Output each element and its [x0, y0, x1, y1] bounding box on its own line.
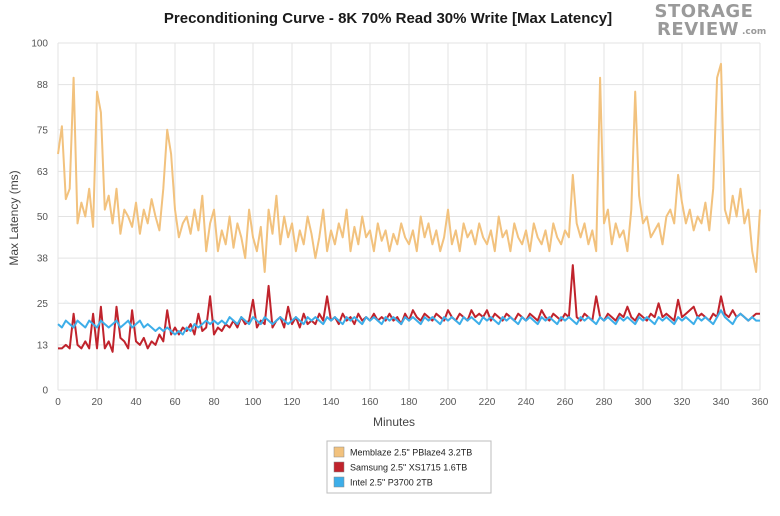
y-tick-label: 38	[37, 254, 49, 265]
x-axis-label: Minutes	[373, 415, 415, 429]
x-tick-label: 140	[323, 397, 340, 408]
y-tick-label: 50	[37, 212, 49, 223]
x-tick-label: 200	[440, 397, 457, 408]
x-tick-label: 180	[401, 397, 418, 408]
chart-grid	[57, 42, 761, 391]
legend-label: Samsung 2.5" XS1715 1.6TB	[350, 463, 467, 473]
y-axis-ticks: 0 13 25 38 50 63 75 88 100	[31, 39, 48, 397]
x-tick-label: 160	[362, 397, 379, 408]
x-tick-label: 240	[518, 397, 535, 408]
x-tick-label: 260	[557, 397, 574, 408]
x-tick-label: 340	[713, 397, 730, 408]
y-tick-label: 75	[37, 125, 49, 136]
legend-swatch	[333, 461, 345, 473]
x-tick-label: 80	[208, 397, 220, 408]
x-tick-label: 100	[245, 397, 262, 408]
y-tick-label: 0	[42, 386, 48, 397]
chart-title: Preconditioning Curve - 8K 70% Read 30% …	[164, 10, 612, 27]
series-line-2	[57, 309, 760, 336]
y-tick-label: 100	[31, 39, 48, 50]
chart-legend: Memblaze 2.5" PBlaze4 3.2TB Samsung 2.5" …	[326, 440, 492, 494]
x-tick-label: 60	[169, 397, 181, 408]
series-line-0	[57, 62, 761, 273]
legend-entries: Memblaze 2.5" PBlaze4 3.2TB Samsung 2.5" …	[333, 446, 472, 488]
legend-label: Intel 2.5" P3700 2TB	[350, 478, 433, 488]
logo-bottom-text: REVIEW	[657, 19, 739, 40]
x-tick-label: 120	[284, 397, 301, 408]
logo-suffix-text: .com	[742, 27, 766, 37]
storage-review-logo: STORAGE REVIEW .com	[655, 1, 767, 40]
chart-series	[57, 62, 761, 353]
x-tick-label: 360	[752, 397, 769, 408]
x-tick-label: 40	[130, 397, 142, 408]
x-tick-label: 20	[91, 397, 103, 408]
x-tick-label: 0	[55, 397, 61, 408]
y-tick-label: 63	[37, 167, 49, 178]
legend-box	[326, 440, 492, 494]
x-tick-label: 280	[596, 397, 613, 408]
legend-swatch	[333, 476, 345, 488]
x-tick-label: 300	[635, 397, 652, 408]
x-axis-ticks: 0 20 40 60 80 100 120 140 160 180 200 220 240 260 280 3…	[55, 397, 769, 408]
legend-swatch	[333, 446, 345, 458]
logo-top-text: STORAGE	[655, 1, 754, 22]
x-tick-label: 220	[479, 397, 496, 408]
y-tick-label: 88	[37, 80, 49, 91]
y-axis-label: Max Latency (ms)	[7, 170, 21, 265]
x-tick-label: 320	[674, 397, 691, 408]
legend-label: Memblaze 2.5" PBlaze4 3.2TB	[350, 448, 472, 458]
y-tick-label: 13	[37, 340, 49, 351]
y-tick-label: 25	[37, 299, 49, 310]
